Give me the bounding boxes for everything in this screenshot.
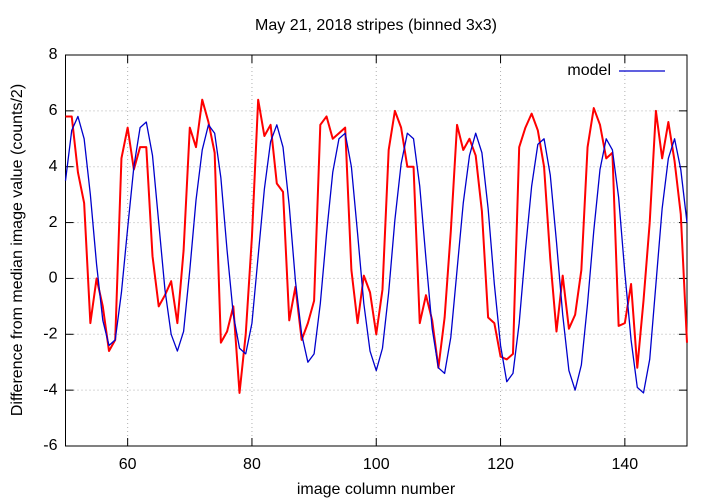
x-tick-label: 60	[119, 456, 137, 473]
x-tick-label: 80	[243, 456, 261, 473]
chart-title: May 21, 2018 stripes (binned 3x3)	[255, 17, 497, 34]
y-tick-label: 6	[49, 102, 58, 119]
y-tick-label: 4	[49, 158, 58, 175]
y-tick-label: 2	[49, 214, 58, 231]
x-tick-label: 120	[487, 456, 514, 473]
y-tick-label: -6	[43, 437, 57, 454]
data-line	[64, 115, 688, 394]
y-tick-label: -4	[43, 381, 57, 398]
x-axis-label: image column number	[297, 481, 456, 498]
plot-frame	[65, 54, 688, 447]
x-tick-label: 140	[611, 456, 638, 473]
y-tick-label: -2	[43, 326, 57, 343]
y-tick-label: 8	[49, 46, 58, 63]
x-tick-label: 100	[363, 456, 390, 473]
legend-label: model	[567, 62, 611, 79]
y-tick-label: 0	[49, 270, 58, 287]
data-line	[65, 98, 688, 394]
y-axis-label: Difference from median image value (coun…	[9, 84, 26, 416]
